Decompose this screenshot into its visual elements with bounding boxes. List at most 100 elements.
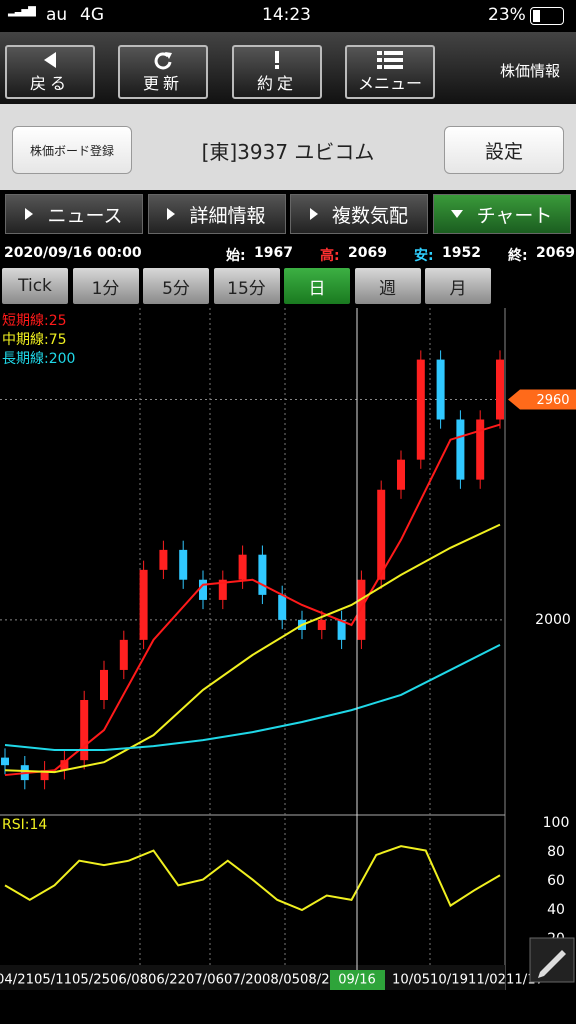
button-label: 約定: [256, 74, 297, 93]
tab-bar: ニュース 詳細情報 複数気配 チャート: [0, 190, 576, 238]
pencil-icon: [538, 950, 566, 978]
signal-icon: ▂▃▅▇: [8, 6, 36, 17]
x-tick-label: 08/20: [300, 973, 338, 988]
tab[interactable]: ニュース: [5, 194, 143, 234]
quote-row: 2020/09/16 00:00 始: 1967 高: 2069 安: 1952 終: 206…: [0, 242, 576, 266]
execution-button[interactable]: 約定: [232, 45, 322, 99]
candle-body: [119, 639, 128, 670]
x-tick-label: 07/20: [224, 973, 262, 988]
quote-value: 1952: [442, 245, 481, 261]
toolbar: 戻る 更新 約定 メニュー 株価情報: [0, 32, 576, 104]
x-axis-bar: [0, 965, 505, 990]
button-label: メニュー: [357, 74, 422, 93]
x-tick-label: 05/11: [34, 973, 72, 988]
rsi-line: [4, 845, 501, 912]
quote-label: 始:: [226, 248, 246, 264]
legend-entry: 短期線:25: [2, 313, 67, 329]
x-tick-label: 10/19: [430, 973, 468, 988]
candle-body: [238, 554, 247, 580]
rsi-tick-label: 40: [547, 902, 565, 918]
refresh-button[interactable]: 更新: [118, 45, 208, 99]
legend-entry: 中期線:75: [2, 332, 67, 348]
period-button[interactable]: 5分: [143, 268, 209, 304]
moving-average: [4, 644, 501, 752]
x-tick-label: 11/02: [468, 973, 506, 988]
candle-body: [496, 359, 504, 420]
status-bar: ▂▃▅▇ au 4G 14:23 23%: [0, 0, 576, 32]
quote-value: 1967: [254, 245, 293, 261]
moving-average: [4, 423, 501, 777]
chart: 2000296020406080100短期線:25中期線:75長期線:200RS…: [0, 308, 576, 990]
last-price-label: 2960: [536, 393, 569, 408]
battery-icon: [530, 7, 564, 25]
period-button[interactable]: 月: [425, 268, 491, 304]
candle-body: [397, 459, 405, 490]
period-bar: Tick 1分 5分 15分日週月: [0, 268, 576, 306]
candle-body: [416, 359, 425, 460]
tab[interactable]: チャート: [432, 194, 571, 234]
legend-entry: RSI:14: [2, 817, 47, 833]
candle-body: [436, 359, 445, 420]
candle-body: [1, 757, 9, 766]
settings-button[interactable]: 設定: [444, 126, 564, 174]
rsi-tick-label: 60: [547, 873, 565, 889]
quote-label: 高:: [320, 248, 340, 264]
legend-entry: 長期線:200: [2, 351, 75, 367]
x-tick-label: 10/05: [392, 973, 430, 988]
cursor-label: 09/16: [338, 973, 375, 988]
quote-label: 安:: [414, 248, 434, 264]
period-button[interactable]: Tick: [2, 268, 68, 304]
candle-body: [337, 619, 346, 640]
candle-body: [60, 760, 69, 771]
quote-value: 2069: [348, 245, 387, 261]
register-button[interactable]: 株価ボード登録: [12, 126, 132, 174]
candle-body: [278, 594, 287, 620]
candle-body: [476, 419, 485, 480]
x-tick-label: 07/06: [186, 973, 224, 988]
rsi-tick-label: 100: [543, 815, 570, 831]
button-label: 更新: [142, 74, 183, 93]
candle-body: [199, 579, 207, 600]
cursor-tag: [330, 970, 385, 990]
rsi-tick-label: 80: [547, 844, 565, 860]
x-tick-label: 06/08: [110, 973, 148, 988]
last-price-tag: [508, 389, 576, 410]
x-tick-label: 06/22: [148, 973, 186, 988]
period-button[interactable]: 15分: [213, 268, 280, 304]
period-button[interactable]: 日: [284, 268, 350, 304]
candle-body: [317, 619, 326, 630]
candle-body: [159, 549, 168, 570]
candle-body: [179, 549, 188, 580]
candle-body: [40, 770, 49, 781]
button-label: 戻る: [29, 74, 70, 93]
stock-name: [東]3937 ユビコム: [201, 140, 375, 164]
x-tick-label: 08/05: [262, 973, 300, 988]
candle-body: [456, 419, 465, 480]
moving-average: [4, 523, 501, 774]
quote-label: 終:: [508, 248, 528, 264]
candle-body: [377, 489, 386, 580]
battery-text: 23%: [488, 5, 526, 25]
tab[interactable]: 複数気配: [290, 194, 428, 234]
x-tick-label: 05/25: [72, 973, 110, 988]
x-tick-label: 04/21: [0, 973, 34, 988]
period-button[interactable]: 1分: [72, 268, 139, 304]
clock: 14:23: [262, 5, 311, 25]
back-button[interactable]: 戻る: [5, 45, 95, 99]
y-tick-label: 2000: [535, 612, 571, 628]
candle-body: [80, 699, 89, 761]
candle-body: [100, 669, 108, 700]
candle-body: [139, 569, 148, 640]
period-button[interactable]: 週: [354, 268, 421, 304]
candle-body: [218, 579, 227, 600]
stock-header: 株価ボード登録 [東]3937 ユビコム 設定: [0, 104, 576, 190]
tab[interactable]: 詳細情報: [147, 194, 286, 234]
quote-datetime: 2020/09/16 00:00: [4, 245, 142, 261]
candle-body: [258, 554, 267, 595]
quote-value: 2069: [536, 245, 575, 261]
menu-button[interactable]: メニュー: [345, 45, 435, 99]
page-title: 株価情報: [500, 62, 561, 80]
carrier: au: [46, 5, 68, 25]
network: 4G: [80, 5, 104, 25]
